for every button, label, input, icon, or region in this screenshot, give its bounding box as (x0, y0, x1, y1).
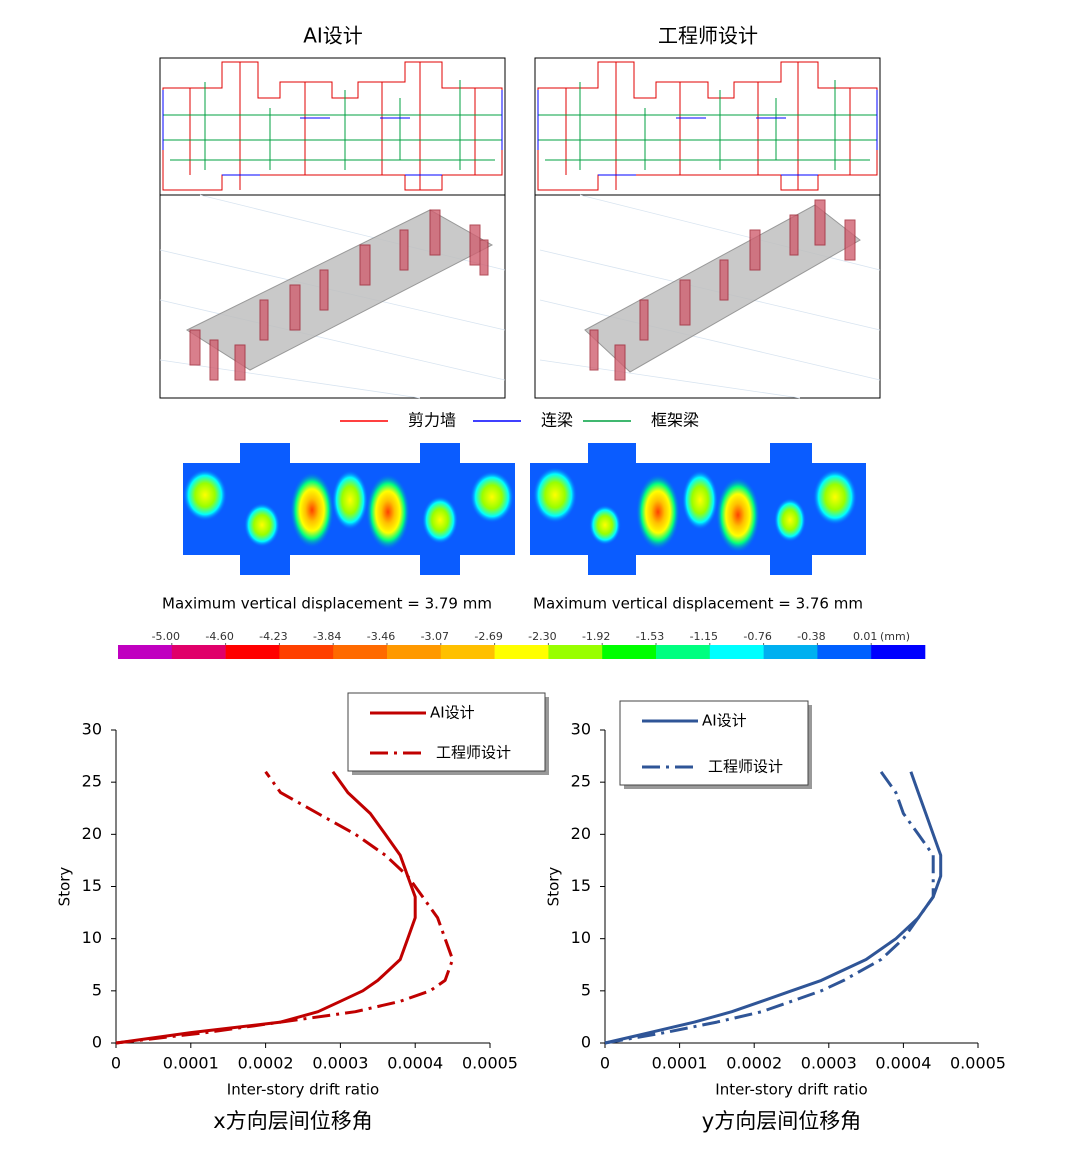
y-tick-label: 25 (571, 772, 591, 791)
y-tick-label: 5 (581, 980, 591, 999)
line-series (605, 772, 941, 1043)
x-tick-label: 0.0003 (801, 1054, 857, 1073)
x-tick-label: 0.0005 (950, 1054, 1006, 1073)
y-tick-label: 10 (571, 928, 591, 947)
colorbar-segment (441, 645, 495, 659)
colorbar-tick-label: -2.30 (528, 630, 556, 643)
legend-label: 剪力墙 (408, 411, 456, 430)
legend-label: AI设计 (702, 712, 747, 730)
chart-title: y方向层间位移角 (702, 1109, 861, 1133)
panel-caption: Maximum vertical displacement = 3.79 mm (162, 595, 492, 613)
colorbar-segment (710, 645, 764, 659)
x-tick-label: 0.0002 (238, 1054, 294, 1073)
x-tick-label: 0.0005 (462, 1054, 518, 1073)
x-tick-label: 0.0003 (312, 1054, 368, 1073)
y-tick-label: 25 (82, 772, 102, 791)
colorbar: -5.00 -4.60 -4.23 -3.84 -3.46 -3.07 -2.69 -2.30… (118, 630, 925, 659)
colorbar-tick-label: -3.07 (421, 630, 449, 643)
legend-label: 工程师设计 (708, 758, 783, 776)
x-tick-label: 0.0001 (652, 1054, 708, 1073)
member-legend: 剪力墙 连梁 框架梁 (340, 411, 699, 430)
y-tick-label: 15 (571, 876, 591, 895)
colorbar-tick-label: -4.23 (259, 630, 287, 643)
panel-title: AI设计 (303, 24, 363, 48)
colorbar-segment (387, 645, 441, 659)
x-axis-label: Inter-story drift ratio (227, 1081, 379, 1099)
structure-panels (160, 58, 880, 398)
colorbar-tick-label: -1.15 (690, 630, 718, 643)
y-axis-label: Story (56, 867, 74, 907)
y-tick-label: 10 (82, 928, 102, 947)
y-tick-label: 0 (581, 1033, 591, 1052)
panel-title: 工程师设计 (658, 24, 758, 48)
x-tick-label: 0.0004 (387, 1054, 443, 1073)
colorbar-segment (817, 645, 871, 659)
y-tick-label: 30 (82, 720, 102, 739)
line-series (116, 772, 415, 1043)
panel-caption: Maximum vertical displacement = 3.76 mm (533, 595, 863, 613)
y-tick-label: 30 (571, 720, 591, 739)
colorbar-tick-label: -1.92 (582, 630, 610, 643)
x-axis-label: Inter-story drift ratio (715, 1081, 867, 1099)
colorbar-tick-label: -5.00 (152, 630, 180, 643)
colorbar-segment (548, 645, 602, 659)
x-tick-label: 0.0001 (163, 1054, 219, 1073)
x-tick-label: 0 (111, 1054, 121, 1073)
chart-title: x方向层间位移角 (213, 1109, 372, 1133)
colorbar-tick-label: -0.38 (797, 630, 825, 643)
colorbar-segment (495, 645, 549, 659)
colorbar-segment (118, 645, 172, 659)
y-tick-label: 20 (571, 824, 591, 843)
colorbar-segment (172, 645, 226, 659)
colorbar-tick-label: -4.60 (205, 630, 233, 643)
legend-label: 工程师设计 (436, 744, 511, 762)
colorbar-tick-label: -3.84 (313, 630, 341, 643)
colorbar-segment (871, 645, 925, 659)
legend-label: 连梁 (541, 411, 573, 430)
colorbar-tick-label: -1.53 (636, 630, 664, 643)
colorbar-segment (656, 645, 710, 659)
colorbar-tick-label: -3.46 (367, 630, 395, 643)
line-series (116, 772, 453, 1043)
colorbar-segment (226, 645, 280, 659)
charts: 0 5 10 15 20 25 30 0 0.0001 0.0002 0.0003 0.0004 0.0… (56, 693, 1006, 1133)
y-tick-label: 20 (82, 824, 102, 843)
legend-label: 框架梁 (651, 411, 699, 430)
colorbar-segment (279, 645, 333, 659)
colorbar-segment (333, 645, 387, 659)
legend-label: AI设计 (430, 704, 475, 722)
y-tick-label: 15 (82, 876, 102, 895)
x-tick-label: 0 (600, 1054, 610, 1073)
colorbar-tick-label: -0.76 (743, 630, 771, 643)
colorbar-tick-label: 0.01 (853, 630, 878, 643)
colorbar-unit: (mm) (880, 630, 910, 643)
line-series (605, 772, 933, 1043)
x-tick-label: 0.0004 (875, 1054, 931, 1073)
colorbar-segment (764, 645, 818, 659)
y-tick-label: 0 (92, 1033, 102, 1052)
y-axis-label: Story (545, 867, 563, 907)
colorbar-tick-label: -2.69 (474, 630, 502, 643)
x-tick-label: 0.0002 (726, 1054, 782, 1073)
contour-maps (183, 443, 866, 575)
colorbar-segment (602, 645, 656, 659)
y-tick-label: 5 (92, 980, 102, 999)
